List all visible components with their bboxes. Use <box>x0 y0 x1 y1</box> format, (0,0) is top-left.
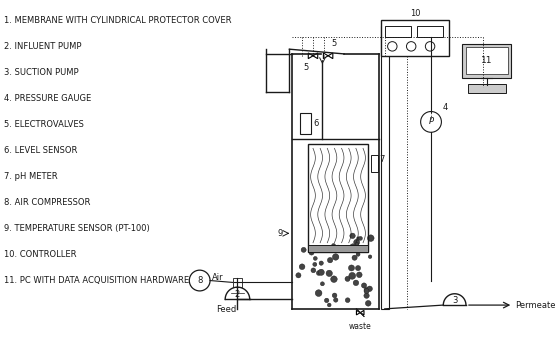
Text: 5. ELECTROVALVES: 5. ELECTROVALVES <box>4 120 84 129</box>
Text: 7. pH METER: 7. pH METER <box>4 172 58 181</box>
Circle shape <box>324 298 329 303</box>
Text: waste: waste <box>349 322 372 331</box>
Circle shape <box>331 276 337 283</box>
Text: 5: 5 <box>331 39 336 48</box>
Text: Permeate: Permeate <box>515 300 556 309</box>
Bar <box>385 26 411 37</box>
Bar <box>381 20 449 56</box>
Text: 11. PC WITH DATA ACQUISITION HARDWARE: 11. PC WITH DATA ACQUISITION HARDWARE <box>4 276 189 285</box>
Text: Feed: Feed <box>216 305 236 314</box>
Circle shape <box>367 286 372 292</box>
Circle shape <box>313 262 317 266</box>
Circle shape <box>352 255 357 260</box>
Circle shape <box>319 261 324 265</box>
Circle shape <box>328 303 331 307</box>
Circle shape <box>296 273 301 278</box>
Text: 10: 10 <box>410 9 420 18</box>
Circle shape <box>345 298 350 303</box>
Bar <box>308 245 368 252</box>
Circle shape <box>311 268 316 273</box>
Circle shape <box>364 293 369 298</box>
Circle shape <box>331 244 335 247</box>
Circle shape <box>357 272 362 278</box>
Circle shape <box>315 290 322 296</box>
Circle shape <box>316 270 321 275</box>
Circle shape <box>356 252 360 256</box>
Bar <box>371 155 378 172</box>
Circle shape <box>318 269 324 275</box>
Bar <box>417 26 443 37</box>
Circle shape <box>364 287 369 293</box>
Circle shape <box>345 276 350 282</box>
Text: 3. SUCTION PUMP: 3. SUCTION PUMP <box>4 68 79 77</box>
Text: 9: 9 <box>277 229 283 238</box>
Text: 5: 5 <box>304 63 309 72</box>
Circle shape <box>309 250 314 255</box>
Circle shape <box>348 265 354 271</box>
Circle shape <box>362 283 367 288</box>
Circle shape <box>334 298 338 302</box>
Circle shape <box>355 266 360 271</box>
Bar <box>308 144 368 252</box>
Circle shape <box>314 256 318 260</box>
Text: 4. PRESSURE GAUGE: 4. PRESSURE GAUGE <box>4 94 92 103</box>
Circle shape <box>332 293 337 298</box>
Circle shape <box>359 236 362 240</box>
Text: 1. MEMBRANE WITH CYLINDRICAL PROTECTOR COVER: 1. MEMBRANE WITH CYLINDRICAL PROTECTOR C… <box>4 16 232 25</box>
Circle shape <box>349 273 355 279</box>
Text: 3: 3 <box>452 296 458 305</box>
Circle shape <box>368 255 372 258</box>
Circle shape <box>320 282 324 286</box>
Circle shape <box>333 254 339 260</box>
Bar <box>381 26 388 309</box>
Text: 8: 8 <box>197 276 203 285</box>
Text: 2: 2 <box>235 290 240 299</box>
Circle shape <box>335 245 341 252</box>
Bar <box>462 43 511 78</box>
Circle shape <box>357 237 360 240</box>
Text: 6. LEVEL SENSOR: 6. LEVEL SENSOR <box>4 146 78 155</box>
Circle shape <box>354 239 360 245</box>
Circle shape <box>365 300 371 306</box>
Circle shape <box>355 243 359 246</box>
Text: Air: Air <box>212 273 224 282</box>
Bar <box>233 278 242 287</box>
Text: 4: 4 <box>442 102 448 111</box>
Bar <box>300 114 311 134</box>
Circle shape <box>353 280 359 286</box>
Circle shape <box>350 233 355 238</box>
Bar <box>468 84 506 92</box>
Text: P: P <box>429 117 434 126</box>
Text: 11: 11 <box>481 56 493 65</box>
Circle shape <box>299 264 305 269</box>
Circle shape <box>364 288 369 294</box>
Text: 9. TEMPERATURE SENSOR (PT-100): 9. TEMPERATURE SENSOR (PT-100) <box>4 224 150 233</box>
Text: 7: 7 <box>379 155 384 164</box>
Circle shape <box>326 270 333 276</box>
Text: 2. INFLUENT PUMP: 2. INFLUENT PUMP <box>4 42 81 51</box>
Circle shape <box>350 244 356 250</box>
Circle shape <box>301 247 306 253</box>
Text: 6: 6 <box>313 119 319 128</box>
Text: 8. AIR COMPRESSOR: 8. AIR COMPRESSOR <box>4 198 90 207</box>
Circle shape <box>368 235 374 242</box>
Circle shape <box>328 257 333 263</box>
Bar <box>466 47 508 74</box>
Text: 10. CONTROLLER: 10. CONTROLLER <box>4 250 76 259</box>
